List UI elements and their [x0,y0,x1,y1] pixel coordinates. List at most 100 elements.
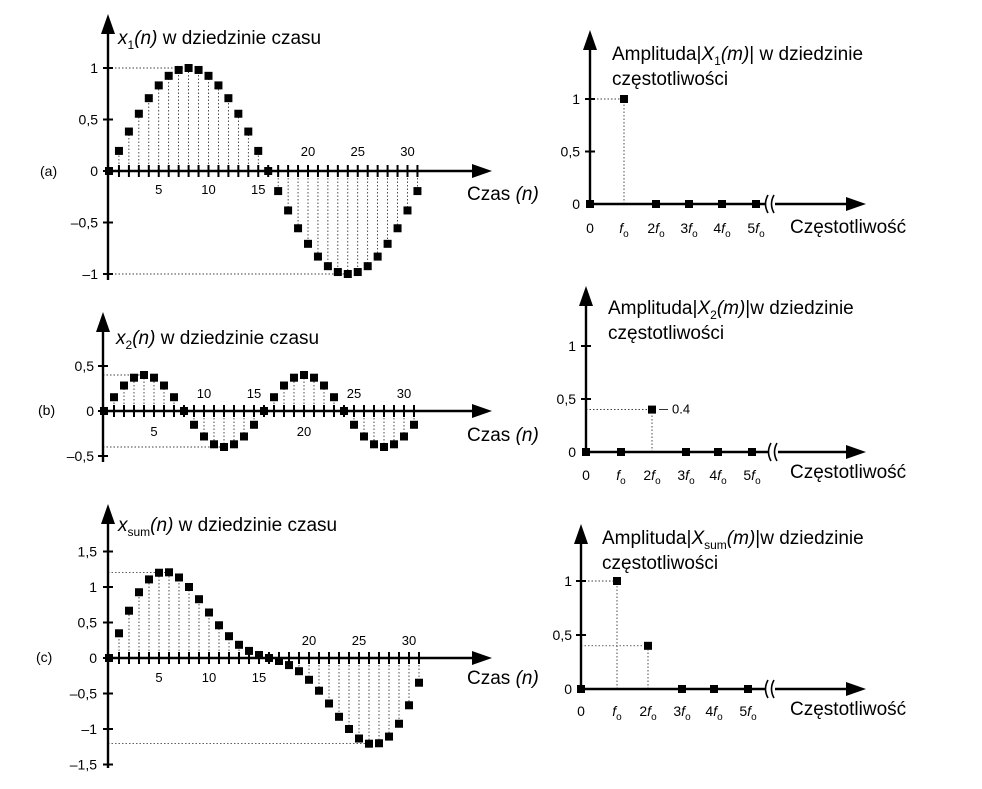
x-category-label: 5fo [743,467,761,487]
category-multiplier: 4 [713,220,721,236]
sample-point [110,393,118,402]
sample-point [383,239,392,248]
sample-point [234,109,243,118]
y-tick-label: –1,5 [70,757,97,773]
sample-point [294,224,303,233]
sample-point [280,381,288,390]
x-axis-title-variable: (n) [516,425,539,446]
title-argument: (m) [717,298,745,319]
x-axis-arrow [472,404,492,418]
y-tick-label: –0,5 [71,215,98,231]
sample-point [195,595,203,604]
category-subscript: o [655,476,661,487]
sample-point [295,667,303,676]
sample-point [400,432,408,441]
y-tick-label: 0,5 [561,144,581,160]
category-frequency: f [721,220,727,236]
sample-point [350,420,358,429]
x-category-label: 4fo [713,220,731,240]
axis-break-gap [769,443,778,461]
x-axis-arrow [846,445,866,459]
x-axis-title: Czas (n) [467,184,539,205]
sample-point [360,432,368,441]
x-tick-label: 5 [150,424,157,439]
sample-point [345,725,353,733]
y-tick-label: 0 [86,403,94,419]
x-axis-title-text: Czas [467,184,516,205]
axis-break-mark [764,194,769,214]
y-tick-label: 0,5 [557,391,577,407]
panel-label: (c) [36,649,52,665]
x-axis-arrow [846,682,866,696]
y-tick-label: 0 [90,163,98,179]
category-subscript: o [620,476,626,487]
x-category-label: fo [612,703,622,723]
category-frequency: f [747,703,753,719]
sample-point [380,443,388,451]
sample-point [135,588,143,597]
x-tick-label: 30 [402,633,416,648]
sample-point [340,407,348,415]
title-subscript: 1 [128,38,135,52]
category-subscript: o [759,229,765,240]
x-axis-title-variable: (n) [516,184,539,205]
sample-point [313,252,322,261]
sample-point [284,206,293,215]
category-text: 0 [577,703,585,719]
category-frequency: f [713,703,719,719]
sample-point [105,654,113,662]
title-variable: X [696,298,711,319]
sample-point [343,270,352,278]
title-variable: x [115,328,127,349]
panel-label: (b) [38,402,55,418]
category-multiplier: 4 [709,467,717,483]
sample-point [235,640,243,649]
category-frequency: f [655,220,661,236]
chart-title: Amplituda|Xsum(m)|w dziedzinie [602,528,864,552]
sample-point [333,268,342,277]
sample-point [105,167,113,175]
x-axis-title-text: Czas [467,668,516,689]
sample-point [144,94,153,103]
sample-point [244,127,253,136]
sample-point [214,81,223,90]
sample-point [335,712,343,721]
axis-break-gap [766,680,775,698]
x-tick-label: 10 [201,182,215,197]
category-subscript: o [659,229,665,240]
sample-point [164,71,173,80]
x-tick-label: 15 [251,182,265,197]
sample-point [140,371,148,379]
sample-point [224,94,233,103]
category-text: 0 [582,467,590,483]
y-axis-arrow [579,286,593,306]
x-axis-title-variable: (n) [516,668,539,689]
title-text: w dziedzinie czasu [155,328,319,349]
category-subscript: o [685,712,691,723]
title-argument: (n) [150,515,173,536]
x-axis-title: Czas (n) [467,425,539,446]
sample-point [393,224,402,233]
title-variable: X [690,528,705,549]
y-axis-arrow [101,14,115,34]
x-category-label: 3fo [673,703,691,723]
spectral-line-marker [586,200,594,208]
sample-point [353,268,362,277]
panel-label: (a) [40,163,57,179]
sample-point [155,568,163,577]
spectral-line-marker [652,200,660,208]
y-axis-arrow [583,30,597,50]
sample-point [375,739,383,748]
category-subscript: o [616,712,622,723]
y-tick-label: 0,5 [79,112,99,128]
axis-break-mark [764,679,769,699]
axis-break-mark [773,442,778,462]
axis-break-mark [767,442,772,462]
category-text: 0 [586,220,594,236]
sample-point [185,583,193,591]
axis-break-mark [770,679,775,699]
y-tick-label: 0 [568,444,576,460]
sample-point [405,701,413,710]
x-tick-label: 25 [351,144,365,159]
chart-title-line2: częstotliwości [602,553,718,574]
